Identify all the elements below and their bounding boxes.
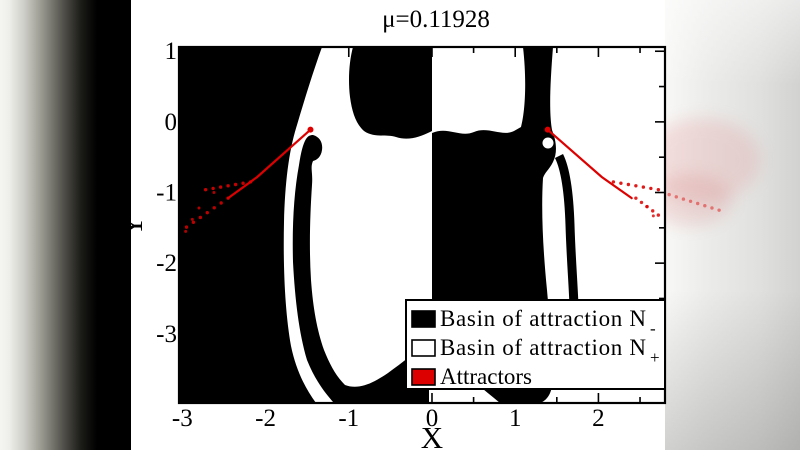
legend-item: Basin of attraction N + [411, 335, 660, 367]
x-tick-label: 0 [426, 405, 439, 432]
attractor-dot [656, 213, 661, 217]
attractor-dot [212, 191, 216, 195]
y-tick-label: -1 [156, 180, 177, 207]
y-tick-label: 1 [165, 38, 178, 65]
legend-label: Attractors [440, 364, 532, 389]
attractor-dot [190, 217, 194, 221]
attractor-dot [639, 200, 644, 205]
attractor-dot [241, 181, 245, 185]
attractor-dot [218, 185, 223, 189]
legend-label-subscript: + [650, 348, 660, 367]
attractor-endpoint [307, 126, 314, 133]
legend-item: Attractors [411, 364, 532, 389]
legend-label: Basin of attraction N [440, 335, 646, 360]
legend-swatch-basin_minus [411, 310, 436, 328]
y-axis-label: Y [114, 215, 149, 237]
x-tick-label: -1 [338, 405, 359, 432]
attractor-curve [546, 128, 633, 200]
attractor-dot [681, 197, 686, 201]
attractor-dot [205, 210, 209, 215]
attractor-dot [703, 204, 707, 208]
attractor-dot [651, 214, 655, 218]
attractor-dot [634, 196, 638, 200]
white-knob [542, 137, 554, 149]
legend-swatch-basin_plus [411, 339, 436, 357]
attractor-dot [184, 225, 189, 229]
attractor-dot [717, 208, 721, 212]
y-tick-label: -2 [156, 250, 177, 277]
attractor-dot [688, 199, 693, 203]
attractor-dot [191, 220, 196, 224]
y-tick-label: -3 [156, 321, 177, 348]
attractor-curve [226, 128, 312, 200]
basin-minus-outer-band [554, 153, 579, 307]
x-tick-label: -2 [255, 405, 276, 432]
attractor-dot [197, 206, 201, 210]
left-edge-gradient-band [0, 0, 131, 450]
attractor-dot [649, 186, 653, 191]
x-tick-label: 2 [592, 405, 605, 432]
attractor-dot [651, 209, 655, 213]
basin-minus-top-tongue [349, 47, 432, 139]
legend-swatch-attractor [411, 368, 436, 386]
attractor-dot [695, 201, 700, 206]
legend-label-subscript: - [650, 319, 656, 338]
attractor-endpoint [544, 126, 551, 133]
tick-labels: -3 -2 -1 0 1 2 1 0 -1 -2 -3 [156, 38, 605, 432]
attractor-dot [184, 229, 188, 233]
plot-frame [177, 45, 667, 405]
attractors-layer [184, 126, 721, 233]
attractor-dot [656, 187, 661, 192]
attractor-dot [667, 192, 671, 197]
attractor-dot [198, 215, 203, 220]
attractor-dot [211, 186, 215, 191]
legend-box [405, 299, 666, 390]
attractor-dot [710, 206, 714, 210]
attractor-dot [203, 187, 208, 192]
attractor-dot [212, 206, 216, 210]
x-tick-label: -3 [172, 405, 193, 432]
attractor-dot [248, 180, 253, 184]
attractor-dot [226, 196, 230, 200]
legend-label: Basin of attraction N [440, 306, 646, 331]
x-tick-label: 1 [509, 405, 522, 432]
basin-minus-left-mass [179, 47, 322, 403]
plot-title: μ=0.11928 [382, 6, 490, 33]
attractor-dot [233, 182, 238, 187]
attractor-dot [611, 180, 616, 184]
attractor-dot [619, 181, 623, 185]
y-tick-label: 0 [165, 109, 178, 136]
legend-item: Basin of attraction N- [411, 306, 656, 338]
attractor-dot [641, 185, 646, 189]
attractor-dot [634, 184, 638, 188]
attractor-dot [674, 195, 678, 199]
attractor-dot [645, 205, 649, 209]
legend: Basin of attraction N -Basin of attractio… [405, 299, 666, 390]
attractor-dot [219, 201, 223, 205]
attractor-dot [226, 184, 230, 188]
x-axis-label: X [421, 420, 443, 450]
right-edge-gradient-band [644, 0, 800, 450]
attractor-dot [626, 182, 631, 187]
